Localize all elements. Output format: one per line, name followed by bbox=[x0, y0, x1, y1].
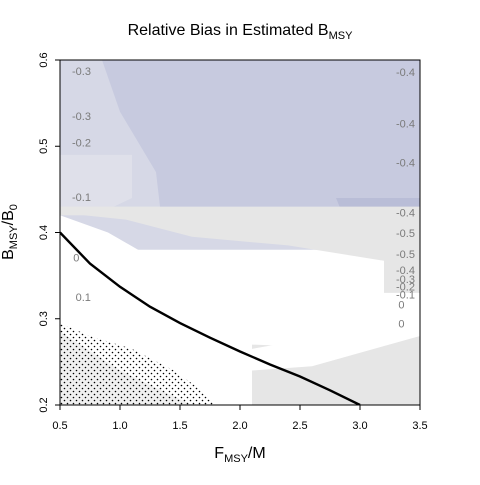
bias-region-6 bbox=[60, 215, 420, 405]
contour-label-5: 0.1 bbox=[76, 292, 91, 304]
bias-region-3 bbox=[60, 77, 75, 147]
contour-label-0: -0.3 bbox=[72, 66, 91, 78]
contour-label-6: -0.4 bbox=[396, 67, 415, 79]
x-axis-label-tail: /M bbox=[248, 445, 266, 462]
chart-title: Relative Bias in Estimated BMSY bbox=[128, 22, 353, 42]
contour-label-7: -0.4 bbox=[396, 119, 415, 131]
contour-label-13: -0.3 bbox=[396, 274, 415, 286]
y-axis-label-sub2: 0 bbox=[8, 204, 20, 210]
contour-label-17: 0 bbox=[398, 319, 404, 331]
x-tick-label-2: 1.5 bbox=[172, 420, 187, 432]
bias-region-4 bbox=[60, 154, 132, 216]
bias-region-10 bbox=[384, 258, 420, 293]
y-axis-label-main: B bbox=[0, 249, 17, 260]
x-tick-label-0: 0.5 bbox=[52, 420, 67, 432]
x-tick-label-6: 3.5 bbox=[412, 420, 427, 432]
y-axis-label-tail: /B bbox=[0, 210, 17, 225]
contour-label-15: -0.1 bbox=[396, 289, 415, 301]
y-tick-label-3: 0.5 bbox=[38, 139, 50, 154]
chart-title-main: Relative Bias in Estimated B bbox=[128, 22, 329, 39]
x-axis: 0.5 1.0 1.5 2.0 2.5 3.0 3.5 bbox=[52, 405, 428, 432]
y-tick-label-1: 0.3 bbox=[38, 311, 50, 326]
bias-region-5 bbox=[60, 206, 420, 267]
y-tick-label-2: 0.4 bbox=[38, 225, 50, 240]
x-tick-label-4: 2.5 bbox=[292, 420, 307, 432]
y-tick-label-0: 0.2 bbox=[38, 397, 50, 412]
x-axis-label-sub: MSY bbox=[224, 453, 249, 465]
contour-label-8: -0.4 bbox=[396, 157, 415, 169]
chart-title-sub: MSY bbox=[329, 30, 354, 42]
x-tick-label-1: 1.0 bbox=[112, 420, 127, 432]
stippled-region bbox=[60, 323, 216, 405]
y-axis: 0.2 0.3 0.4 0.5 0.6 bbox=[38, 52, 60, 413]
x-tick-label-3: 2.0 bbox=[232, 420, 247, 432]
contour-label-3: -0.1 bbox=[72, 192, 91, 204]
contour-label-16: 0 bbox=[398, 300, 404, 312]
contour-label-9: -0.4 bbox=[396, 207, 415, 219]
x-tick-label-5: 3.0 bbox=[352, 420, 367, 432]
y-tick-label-4: 0.6 bbox=[38, 52, 50, 67]
y-axis-label: BMSY/B0 bbox=[0, 204, 20, 260]
filled-regions bbox=[60, 60, 420, 405]
contour-labels: -0.3-0.3-0.2-0.100.1-0.4-0.4-0.4-0.4-0.5… bbox=[72, 66, 415, 331]
contour-label-10: -0.5 bbox=[396, 228, 415, 240]
contour-label-14: -0.2 bbox=[396, 282, 415, 294]
x-axis-label-main: F bbox=[214, 445, 224, 462]
bias-region-1 bbox=[102, 60, 420, 233]
bmsy-curve bbox=[60, 231, 361, 405]
contour-label-11: -0.5 bbox=[396, 249, 415, 261]
y-axis-label-sub: MSY bbox=[8, 225, 20, 250]
contour-label-12: -0.4 bbox=[396, 265, 415, 277]
curve-layer bbox=[60, 231, 361, 405]
contour-label-4: 0 bbox=[73, 252, 79, 264]
contour-label-2: -0.2 bbox=[72, 138, 91, 150]
contour-label-1: -0.3 bbox=[72, 111, 91, 123]
bias-region-9 bbox=[252, 318, 420, 371]
x-axis-label: FMSY/M bbox=[214, 445, 265, 465]
stipple-region bbox=[60, 323, 216, 405]
